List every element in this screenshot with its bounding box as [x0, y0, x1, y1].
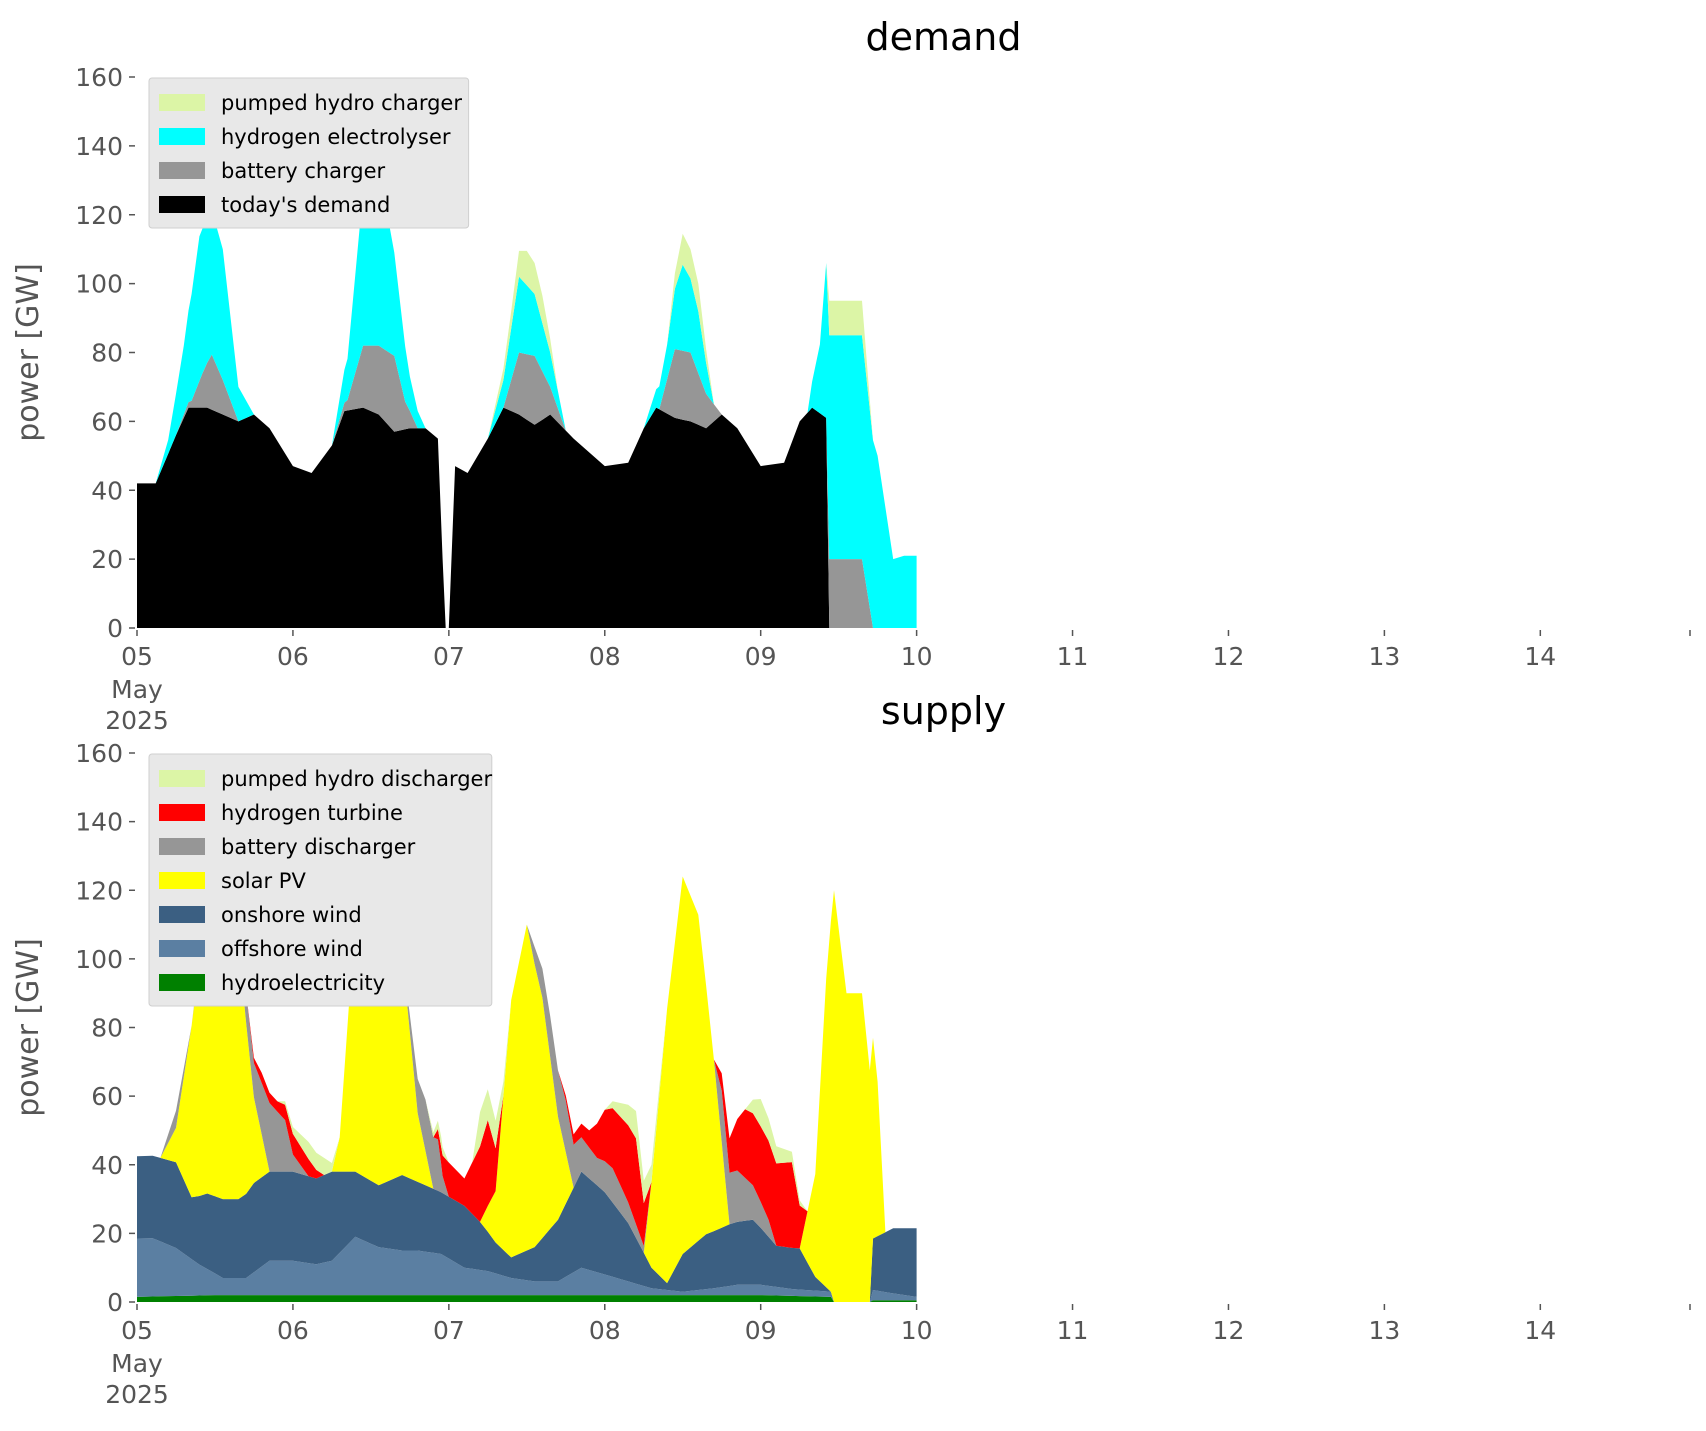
legend-label-offshore-wind: offshore wind [221, 937, 363, 961]
area-hydroelectricity-0 [137, 1295, 917, 1302]
x-tick-label: 13 [1368, 642, 1400, 671]
y-tick-label: 20 [91, 1219, 123, 1248]
legend-swatch-battery-discharger [159, 838, 205, 855]
x-tick-label: 09 [745, 1316, 777, 1345]
x-tick-label: 09 [745, 642, 777, 671]
y-tick-label: 80 [91, 1014, 123, 1043]
area-offshore-wind-0 [137, 1236, 917, 1302]
y-tick-label: 120 [75, 876, 123, 905]
legend-box [148, 77, 470, 229]
panel-0: demand power [GW] 0 20 40 60 80 100 120 140 160 05 M… [11, 15, 1691, 735]
x-tick-label: 08 [589, 1316, 621, 1345]
legend-swatch-hydrogen-turbine [159, 804, 205, 821]
y-tick-label: 140 [75, 132, 123, 161]
legend-label-today-s-demand: today's demand [221, 193, 390, 217]
x-tick-label: 14 [1524, 1316, 1556, 1345]
legend-label-battery-charger: battery charger [221, 159, 386, 183]
y-tick-label: 160 [75, 63, 123, 92]
legend-swatch-hydroelectricity [159, 974, 205, 991]
x-tick-label: 12 [1213, 642, 1245, 671]
legend-label-pumped-hydro-discharger: pumped hydro discharger [221, 767, 492, 791]
y-axis-label: power [GW] [11, 263, 46, 442]
area-hydrogen-electrolyser-1 [448, 263, 917, 628]
y-tick-label: 40 [91, 476, 123, 505]
area-hydrogen-electrolyser-0 [137, 166, 446, 628]
area-today-s-demand-1 [448, 407, 917, 628]
y-tick-label: 160 [75, 739, 123, 768]
x-tick-label: 10 [901, 642, 933, 671]
legend-box [148, 753, 493, 1007]
x-tick-sublabel: 2025 [105, 706, 169, 735]
legend-label-battery-discharger: battery discharger [221, 835, 416, 859]
x-tick-label: 07 [433, 1316, 465, 1345]
x-tick-label: 06 [277, 642, 309, 671]
y-tick-label: 120 [75, 201, 123, 230]
area-today-s-demand-0 [137, 407, 446, 628]
x-tick-label: 06 [277, 1316, 309, 1345]
x-tick-label: 14 [1524, 642, 1556, 671]
y-tick-label: 0 [107, 614, 123, 643]
x-tick-label: 07 [433, 642, 465, 671]
x-tick-label: 11 [1057, 1316, 1089, 1345]
legend-swatch-pumped-hydro-charger [159, 94, 205, 111]
legend-swatch-offshore-wind [159, 940, 205, 957]
legend-swatch-hydrogen-electrolyser [159, 128, 205, 145]
y-tick-label: 0 [107, 1288, 123, 1317]
legend-swatch-onshore-wind [159, 906, 205, 923]
y-tick-label: 40 [91, 1151, 123, 1180]
panel-title: demand [865, 15, 1021, 59]
legend-label-pumped-hydro-charger: pumped hydro charger [221, 91, 462, 115]
legend-swatch-pumped-hydro-discharger [159, 770, 205, 787]
area-solar-pv-0 [137, 820, 917, 1302]
legend: pumped hydro charger hydrogen electrolyse… [148, 77, 470, 229]
y-axis-label: power [GW] [11, 938, 46, 1117]
legend-label-onshore-wind: onshore wind [221, 903, 362, 927]
y-tick-label: 80 [91, 339, 123, 368]
legend-label-hydrogen-electrolyser: hydrogen electrolyser [221, 125, 451, 149]
legend: pumped hydro discharger hydrogen turbine b… [148, 753, 493, 1007]
y-tick-label: 60 [91, 1082, 123, 1111]
legend-label-hydroelectricity: hydroelectricity [221, 971, 385, 995]
area-battery-charger-1 [448, 349, 917, 628]
x-tick-label: 11 [1057, 642, 1089, 671]
area-onshore-wind-0 [137, 1155, 917, 1302]
x-tick-sublabel: May [111, 1349, 163, 1378]
y-tick-label: 60 [91, 407, 123, 436]
y-tick-label: 100 [75, 270, 123, 299]
x-tick-sublabel: 2025 [105, 1380, 169, 1409]
x-tick-label: 05 [121, 1316, 153, 1345]
areas [137, 166, 917, 628]
legend-label-solar-pv: solar PV [221, 869, 306, 893]
legend-swatch-today-s-demand [159, 196, 205, 213]
legend-swatch-battery-charger [159, 162, 205, 179]
y-tick-label: 20 [91, 545, 123, 574]
x-tick-sublabel: May [111, 675, 163, 704]
y-tick-label: 140 [75, 808, 123, 837]
panel-1: supply power [GW] 0 20 40 60 80 100 120 140 160 05 M… [11, 689, 1691, 1409]
x-tick-label: 12 [1213, 1316, 1245, 1345]
x-tick-label: 10 [901, 1316, 933, 1345]
y-tick-label: 100 [75, 945, 123, 974]
panel-title: supply [881, 689, 1006, 733]
legend-label-hydrogen-turbine: hydrogen turbine [221, 801, 403, 825]
legend-swatch-solar-pv [159, 872, 205, 889]
areas [137, 820, 917, 1302]
x-tick-label: 05 [121, 642, 153, 671]
x-tick-label: 13 [1368, 1316, 1400, 1345]
x-tick-label: 08 [589, 642, 621, 671]
